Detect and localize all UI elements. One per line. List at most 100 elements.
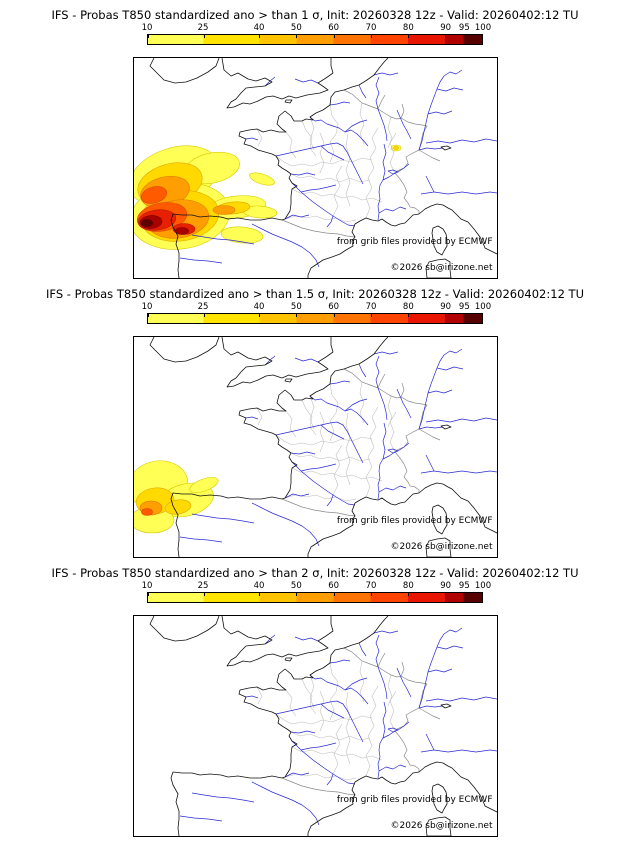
- admin-boundary-path: [291, 188, 382, 203]
- colorbar: 10 25 40 50 60 70 80 90 95 100: [142, 581, 492, 603]
- river-path: [420, 191, 497, 195]
- admin-boundary-path: [319, 132, 324, 174]
- admin-boundary-path: [275, 713, 372, 725]
- river-path: [344, 398, 367, 412]
- admin-boundary-path: [275, 155, 372, 167]
- river-path: [329, 380, 350, 385]
- admin-boundary-path: [290, 452, 370, 462]
- admin-boundary-path: [301, 399, 316, 436]
- river-path: [294, 357, 318, 363]
- admin-boundary-path: [329, 412, 336, 442]
- panel-title: IFS - Probas T850 standardized ano > tha…: [51, 8, 579, 22]
- coastline-path: [238, 647, 344, 779]
- admin-boundary-path: [329, 662, 338, 693]
- admin-boundary-path: [332, 723, 342, 775]
- probability-blob: [140, 186, 167, 204]
- river-path: [264, 76, 275, 87]
- colorbar-tick-label: 95: [458, 23, 470, 33]
- river-path: [377, 730, 395, 779]
- river-path: [377, 387, 387, 421]
- national-border-path: [400, 103, 404, 119]
- river-path: [425, 138, 497, 144]
- admin-boundary-path: [301, 120, 316, 157]
- coastline-path: [431, 504, 447, 535]
- admin-boundary-path: [332, 444, 342, 496]
- river-path: [427, 110, 452, 115]
- river-path: [387, 727, 398, 733]
- river-path: [284, 493, 309, 499]
- river-path: [191, 792, 254, 803]
- river-path: [378, 485, 406, 493]
- river-path: [320, 703, 344, 719]
- river-path: [377, 451, 395, 500]
- river-path: [300, 184, 336, 193]
- river-path: [309, 116, 368, 147]
- probability-blob: [164, 499, 191, 515]
- admin-boundary-path: [291, 746, 382, 761]
- coastline-path: [440, 424, 451, 430]
- river-path: [436, 87, 463, 92]
- colorbar-tick-label: 25: [197, 581, 209, 591]
- colorbar-tick-label: 100: [474, 581, 492, 591]
- colorbar-tick-label: 80: [402, 581, 414, 591]
- admin-boundary-path: [290, 731, 370, 741]
- admin-boundary-path: [256, 128, 262, 147]
- admin-boundary-path: [309, 116, 314, 151]
- forecast-panel-1sigma: IFS - Probas T850 standardized ano > tha…: [0, 8, 630, 283]
- national-border-path: [377, 373, 385, 389]
- river-path: [443, 348, 462, 356]
- river-path: [375, 76, 379, 110]
- map-copyright: ©2026 sb@irizone.net: [390, 821, 493, 831]
- national-border-path: [377, 94, 385, 110]
- river-path: [378, 206, 406, 214]
- colorbar-tick-labels: 10 25 40 50 60 70 80 90 95 100: [142, 581, 492, 591]
- coastline-path: [431, 783, 447, 814]
- river-path: [251, 223, 319, 268]
- colorbar: 10 25 40 50 60 70 80 90 95 100: [142, 302, 491, 324]
- colorbar-tick-label: 40: [253, 581, 265, 591]
- colorbar-tick-label: 95: [458, 302, 470, 312]
- river-path: [425, 417, 497, 423]
- map-svg: [149, 616, 497, 836]
- river-path: [443, 69, 462, 77]
- panel-title: IFS - Probas T850 standardized ano > tha…: [46, 287, 584, 301]
- admin-boundary-path: [284, 773, 356, 781]
- river-path: [332, 494, 355, 506]
- river-path: [373, 72, 398, 76]
- river-path: [291, 182, 333, 228]
- national-border-path: [418, 149, 440, 162]
- colorbar-tick-label: 100: [474, 23, 492, 33]
- river-path: [358, 363, 366, 378]
- admin-boundary-path: [309, 395, 314, 430]
- coastline-path: [284, 378, 292, 383]
- coastline-path: [343, 58, 388, 91]
- national-border-path: [418, 707, 440, 720]
- colorbar-tick-label: 70: [365, 581, 377, 591]
- river-path: [191, 513, 254, 524]
- river-path: [375, 634, 379, 668]
- colorbar-gradient: [147, 313, 483, 324]
- coastline-path: [440, 145, 451, 151]
- admin-boundary-path: [365, 406, 378, 498]
- river-path: [396, 388, 411, 419]
- river-path: [378, 764, 406, 772]
- colorbar-tick-label: 90: [440, 581, 452, 591]
- colorbar-tick-label: 40: [253, 302, 265, 312]
- river-path: [290, 451, 315, 455]
- river-path: [320, 424, 344, 440]
- admin-boundary-path: [359, 102, 364, 145]
- colorbar-tick-label: 60: [328, 302, 340, 312]
- river-path: [377, 108, 387, 142]
- probability-blob: [392, 146, 399, 150]
- map-svg: [133, 337, 497, 557]
- river-path: [425, 454, 434, 472]
- river-path: [309, 395, 368, 426]
- river-path: [344, 119, 367, 133]
- river-path: [290, 172, 315, 176]
- coastline-path: [170, 492, 282, 557]
- admin-boundary-path: [332, 165, 342, 217]
- river-path: [397, 442, 409, 452]
- river-path: [179, 536, 222, 543]
- river-path: [425, 696, 497, 702]
